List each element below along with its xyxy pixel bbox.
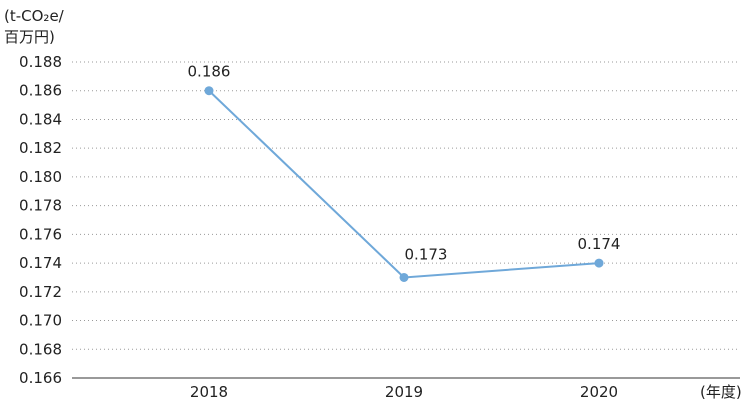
y-tick-label: 0.168 xyxy=(19,340,62,358)
x-axis-unit: (年度) xyxy=(700,383,742,401)
gridlines xyxy=(72,61,740,350)
data-label: 0.174 xyxy=(578,235,621,253)
series-groups: 0.186 0.173 0.174 xyxy=(188,63,621,282)
x-tick-label: 2019 xyxy=(385,383,423,401)
data-label: 0.173 xyxy=(405,245,448,263)
y-tick-label: 0.182 xyxy=(19,139,62,157)
y-tick-label: 0.170 xyxy=(19,312,62,330)
y-tick-label: 0.172 xyxy=(19,283,62,301)
y-tick-label: 0.176 xyxy=(19,225,62,243)
y-tick-label: 0.186 xyxy=(19,82,62,100)
y-tick-label: 0.184 xyxy=(19,110,62,128)
y-tick-label: 0.178 xyxy=(19,197,62,215)
data-point xyxy=(594,258,604,268)
x-tick-label: 2020 xyxy=(580,383,618,401)
y-axis-unit-line1: (t-CO₂e/ xyxy=(4,7,65,25)
y-tick-label: 0.180 xyxy=(19,168,62,186)
x-tick-label: 2018 xyxy=(190,383,228,401)
data-point xyxy=(204,86,214,96)
y-axis-unit-line2: 百万円) xyxy=(4,28,55,46)
y-tick-label: 0.188 xyxy=(19,53,62,71)
y-tick-label: 0.174 xyxy=(19,254,62,272)
data-label: 0.186 xyxy=(188,63,231,81)
y-axis-ticks: 0.188 0.186 0.184 0.182 0.180 0.178 0.176 0.174… xyxy=(19,53,62,387)
data-point xyxy=(399,272,409,282)
x-axis-ticks: 2018 2019 2020 xyxy=(190,383,618,401)
y-tick-label: 0.166 xyxy=(19,369,62,387)
series: 0.186 0.173 0.174 xyxy=(188,63,621,282)
